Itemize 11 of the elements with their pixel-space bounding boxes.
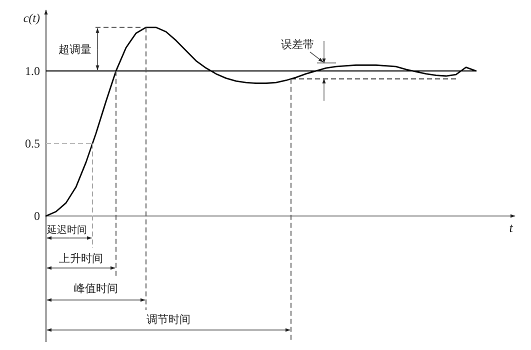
- text: 调节时间: [146, 313, 190, 326]
- y-tick-label: 0.5: [25, 136, 40, 150]
- x-axis-title: t: [509, 220, 514, 235]
- text: 上升时间: [59, 252, 103, 265]
- y-tick-label: 0: [34, 209, 40, 223]
- ref-line-label: 误差带: [281, 38, 314, 51]
- text: 延迟时间: [46, 224, 87, 236]
- y-tick-label: 1.0: [25, 64, 40, 78]
- text: 峰值时间: [74, 282, 118, 295]
- annotation: 超调量: [58, 43, 92, 56]
- y-axis-title: c(t): [23, 11, 40, 25]
